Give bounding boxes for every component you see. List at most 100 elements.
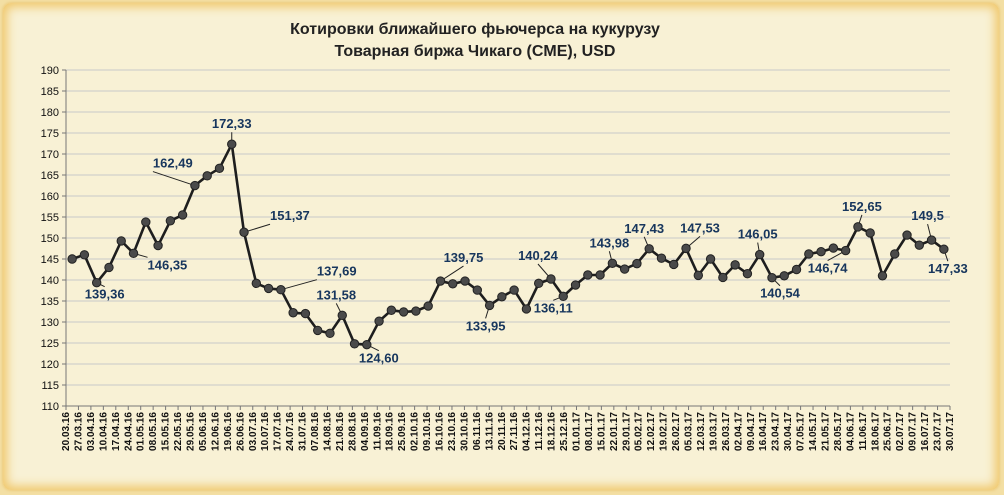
y-tick-label: 155 — [41, 212, 59, 224]
x-tick-label: 15.01.17 — [596, 412, 607, 451]
data-label: 146,35 — [148, 257, 188, 272]
x-tick-labels: 20.03.16 27.03.16 03.04.16 10.04.16 17.04.16… — [61, 406, 956, 451]
x-tick-label: 14.08.16 — [322, 412, 333, 451]
data-point — [337, 310, 347, 321]
data-label: 147,43 — [624, 221, 664, 236]
data-label: 152,65 — [842, 199, 882, 214]
x-tick-label: 23.04.17 — [771, 412, 782, 451]
x-tick-label: 16.07.17 — [920, 412, 931, 451]
x-tick-label: 25.09.16 — [397, 412, 408, 451]
data-point — [435, 276, 446, 286]
x-tick-label: 07.08.16 — [310, 412, 321, 451]
data-point — [153, 240, 163, 251]
x-tick-label: 24.04.16 — [123, 412, 134, 451]
data-point — [239, 227, 249, 237]
x-tick-label: 03.04.16 — [86, 412, 97, 451]
x-tick-label: 09.07.17 — [908, 412, 919, 451]
x-tick-label: 07.05.17 — [796, 412, 807, 451]
data-label: 147,33 — [928, 261, 968, 276]
data-point — [227, 139, 237, 149]
axes-layer — [65, 70, 950, 407]
x-tick-label: 30.10.16 — [459, 412, 470, 451]
data-point — [104, 262, 114, 273]
y-tick-label: 170 — [41, 149, 59, 161]
y-tick-label: 190 — [41, 65, 59, 77]
data-point — [165, 216, 176, 226]
x-tick-label: 17.04.16 — [111, 412, 122, 451]
data-point — [742, 269, 753, 279]
data-point — [251, 278, 262, 289]
data-point — [865, 228, 875, 238]
data-point — [79, 250, 90, 260]
data-point — [349, 339, 360, 349]
y-tick-label: 125 — [41, 338, 59, 350]
x-tick-label: 02.07.17 — [895, 412, 906, 451]
data-label: 162,49 — [153, 156, 193, 171]
data-point — [828, 243, 839, 253]
x-tick-label: 27.11.16 — [509, 412, 520, 451]
x-tick-label: 13.11.16 — [484, 412, 495, 451]
data-point — [939, 244, 949, 254]
y-tick-label: 120 — [41, 359, 59, 371]
y-tick-label: 130 — [41, 317, 59, 329]
y-tick-label: 110 — [41, 401, 59, 413]
x-tick-label: 08.05.16 — [148, 412, 159, 451]
data-point — [583, 270, 593, 280]
data-point — [325, 328, 335, 339]
data-label: 146,05 — [738, 227, 778, 242]
x-tick-label: 18.09.16 — [385, 412, 396, 451]
data-point — [619, 264, 630, 274]
x-tick-label: 14.05.17 — [808, 412, 819, 451]
data-point — [644, 244, 654, 254]
data-point — [288, 308, 298, 318]
x-tick-label: 04.12.16 — [522, 412, 533, 451]
y-tick-label: 160 — [41, 191, 59, 203]
x-tick-label: 29.05.16 — [186, 412, 197, 451]
data-label: 139,75 — [444, 250, 484, 265]
data-point — [902, 230, 912, 240]
x-tick-label: 09.04.17 — [746, 412, 757, 451]
x-tick-label: 10.07.16 — [260, 412, 271, 451]
data-point — [767, 273, 777, 283]
x-tick-label: 18.12.16 — [547, 412, 558, 451]
data-point — [116, 236, 126, 246]
data-label: 172,33 — [212, 116, 252, 131]
x-tick-label: 05.06.16 — [198, 412, 209, 451]
chart-title: Котировки ближайшего фьючерса на кукуруз… — [290, 21, 660, 38]
data-point — [877, 271, 888, 281]
data-label: 124,60 — [359, 351, 399, 366]
x-tick-label: 20.11.16 — [497, 412, 508, 451]
data-point — [177, 210, 188, 220]
data-point — [632, 258, 642, 269]
grid-layer — [62, 69, 950, 407]
data-point — [497, 292, 507, 302]
x-tick-label: 22.01.17 — [609, 412, 620, 451]
y-tick-label: 180 — [41, 107, 59, 119]
y-tick-label: 115 — [41, 380, 59, 392]
data-label: 139,36 — [85, 287, 125, 302]
data-point — [509, 285, 519, 295]
data-point — [754, 249, 765, 260]
data-point — [263, 283, 274, 294]
x-tick-label: 02.10.16 — [410, 412, 421, 451]
y-tick-label: 145 — [41, 254, 59, 266]
data-point — [423, 301, 433, 311]
data-label: 149,5 — [911, 208, 944, 223]
data-point — [386, 305, 397, 315]
data-point — [681, 243, 691, 254]
chart-subtitle: Товарная биржа Чикаго (CME), USD — [335, 43, 616, 60]
x-tick-label: 04.06.17 — [845, 412, 856, 451]
x-tick-label: 25.06.17 — [883, 412, 894, 451]
x-tick-label: 25.12.16 — [559, 412, 570, 451]
x-tick-label: 26.03.17 — [721, 412, 732, 451]
x-tick-label: 04.09.16 — [360, 412, 371, 451]
x-tick-label: 30.07.17 — [945, 412, 956, 451]
x-tick-label: 01.05.16 — [136, 412, 147, 451]
data-label: 151,37 — [270, 208, 310, 223]
data-point — [558, 291, 568, 302]
x-tick-label: 29.01.17 — [621, 412, 632, 451]
data-point — [890, 249, 900, 259]
x-tick-label: 03.07.16 — [248, 412, 259, 451]
data-point — [141, 217, 151, 227]
